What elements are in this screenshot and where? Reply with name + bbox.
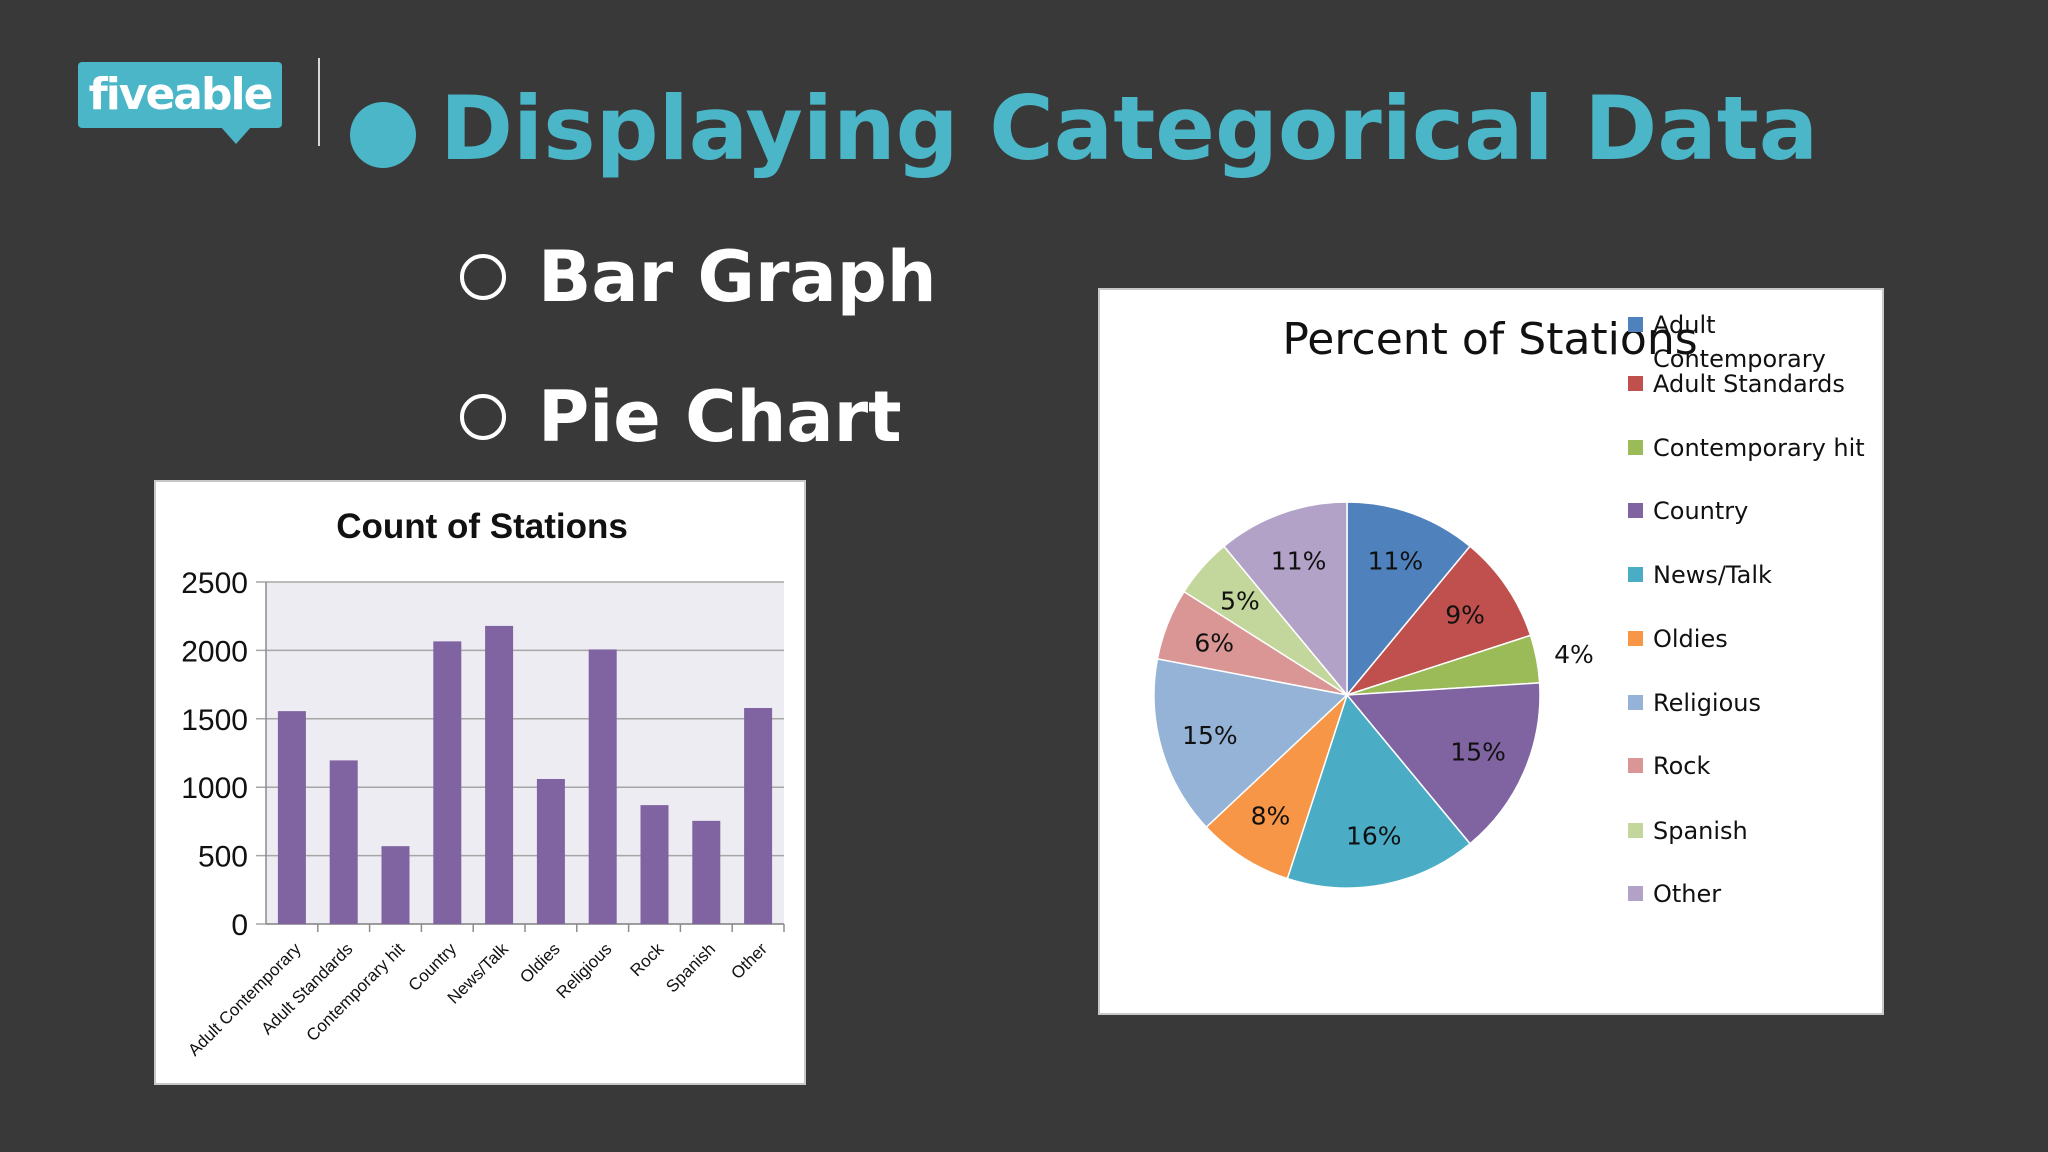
pie-slice <box>1222 501 1348 698</box>
bullet-label: Bar Graph <box>538 236 937 318</box>
pie-data-label: 6% <box>1194 628 1234 657</box>
legend-label: Country <box>1653 497 1748 525</box>
logo-badge <box>78 62 282 128</box>
bar-chart-card: Count of Stations 0 500 1000 1500 2000 2500 Adu… <box>154 480 806 1085</box>
bar <box>381 846 410 924</box>
bullet-bar-graph: Bar Graph <box>460 232 937 322</box>
y-tick-label: 1500 <box>181 704 248 737</box>
legend-swatch <box>1628 631 1643 646</box>
pie-data-label: 4% <box>1554 640 1594 669</box>
legend-label: Religious <box>1653 689 1761 717</box>
bar <box>640 805 669 924</box>
chart-title: Count of Stations <box>336 507 628 546</box>
bullet-label: Pie Chart <box>538 376 902 458</box>
x-tick-label: Other <box>727 939 771 983</box>
legend-label: Contemporary <box>1653 345 1826 373</box>
pie-chart: Percent of Stations11%9%4%15%16%8%15%6%5… <box>1153 311 1865 908</box>
bar <box>744 707 773 924</box>
logo-text: fiveable <box>88 69 274 120</box>
legend-label: News/Talk <box>1653 561 1772 589</box>
legend-label: Adult Standards <box>1653 370 1845 398</box>
pie-slice <box>1205 694 1348 880</box>
bullet-circle-icon <box>460 254 506 300</box>
legend-swatch <box>1628 567 1643 582</box>
legend-swatch <box>1628 823 1643 838</box>
y-tick-label: 2000 <box>181 635 248 668</box>
slide-title: Displaying Categorical Data <box>440 77 1819 180</box>
x-tick-label: Spanish <box>662 939 719 996</box>
x-tick-label: Rock <box>627 939 668 980</box>
legend-label: Spanish <box>1653 817 1748 845</box>
legend-swatch <box>1628 758 1643 773</box>
pie-data-label: 15% <box>1182 721 1238 750</box>
y-tick-label: 2500 <box>181 567 248 600</box>
fiveable-logo: fiveable <box>78 62 282 146</box>
x-tick-label: Adult Standards <box>258 939 357 1038</box>
pie-data-label: 8% <box>1251 802 1291 831</box>
legend-label: Rock <box>1653 752 1710 780</box>
bar <box>588 649 617 924</box>
title-bullet-dot <box>350 102 416 168</box>
pie-data-label: 16% <box>1346 821 1402 850</box>
legend-swatch <box>1628 503 1643 518</box>
header-divider <box>318 58 320 146</box>
legend-swatch <box>1628 317 1643 332</box>
legend-label: Adult <box>1653 311 1716 339</box>
legend-swatch <box>1628 440 1643 455</box>
legend-label: Oldies <box>1653 625 1728 653</box>
pie-chart-card: Percent of Stations 11% 9% 4% 15% 16% 8% 15% 6% 5… <box>1098 288 1884 1015</box>
pie-slice <box>1153 657 1349 829</box>
pie-slice <box>1344 545 1532 697</box>
bar-chart: Count of Stations 0 500 1000 1500 2000 2500 Adu… <box>181 507 785 1060</box>
pie-data-label: 5% <box>1220 587 1260 616</box>
y-tick-label: 1000 <box>181 772 248 805</box>
pie-data-label: 9% <box>1445 601 1485 630</box>
y-tick-label: 0 <box>231 909 248 942</box>
legend-label: Other <box>1653 880 1721 908</box>
legend-swatch <box>1628 376 1643 391</box>
logo-speech-tail <box>220 126 252 144</box>
pie-data-label: 11% <box>1271 547 1327 576</box>
pie-data-label: 15% <box>1450 738 1506 767</box>
pie-slice <box>1346 501 1472 698</box>
bar <box>692 820 721 924</box>
x-tick-label: Contemporary hit <box>303 939 409 1045</box>
bar <box>277 711 306 924</box>
bar <box>329 760 358 924</box>
bullet-circle-icon <box>460 394 506 440</box>
x-tick-label: Oldies <box>516 939 564 987</box>
bar <box>536 778 565 924</box>
legend-swatch <box>1628 886 1643 901</box>
bar <box>433 641 462 924</box>
y-tick-label: 500 <box>198 841 248 874</box>
legend-swatch <box>1628 695 1643 710</box>
bullet-pie-chart: Pie Chart <box>460 372 902 462</box>
legend-label: Contemporary hit <box>1653 434 1865 462</box>
x-tick-label: Religious <box>553 939 616 1002</box>
pie-data-label: 11% <box>1368 547 1424 576</box>
bar <box>485 625 514 924</box>
pie-slice <box>1286 693 1472 889</box>
pie-slice <box>1345 682 1541 845</box>
